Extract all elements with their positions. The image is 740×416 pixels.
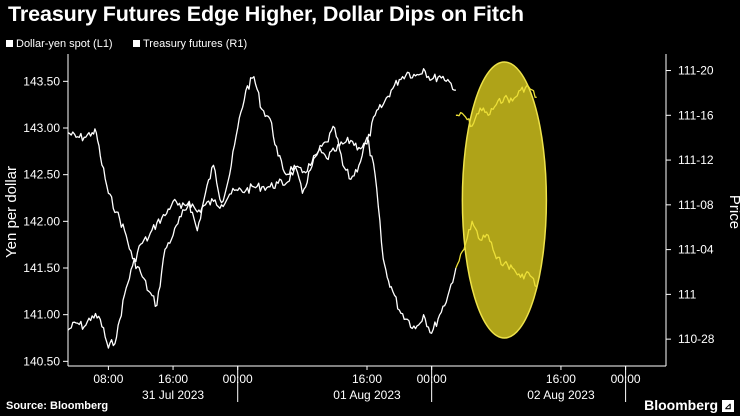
legend-label: Dollar-yen spot (L1)	[16, 38, 113, 50]
highlight-ellipse	[461, 61, 548, 339]
series-line-treasury-futures	[67, 68, 456, 349]
right-tick-label: 111-08	[678, 198, 714, 212]
right-tick-label: 111	[678, 287, 697, 301]
chart-title: Treasury Futures Edge Higher, Dollar Dip…	[8, 2, 524, 26]
left-axis-title: Yen per dollar	[3, 166, 20, 258]
bloomberg-icon: ⊿	[722, 400, 734, 412]
left-tick-label: 141.00	[23, 308, 60, 322]
x-date-label: 02 Aug 2023	[527, 388, 595, 402]
x-tick-label: 16:00	[158, 372, 188, 386]
right-tick-label: 111-04	[678, 243, 714, 257]
highlight-line-treasury-futures	[455, 84, 537, 128]
legend-swatch	[6, 40, 13, 47]
legend-label: Treasury futures (R1)	[143, 38, 248, 50]
right-axis-title: Price	[726, 195, 740, 229]
series-line-dollar-yen	[67, 76, 457, 334]
legend-swatch	[133, 40, 140, 47]
x-tick-label: 08:00	[93, 372, 123, 386]
x-tick-label: 16:00	[352, 372, 382, 386]
left-tick-label: 141.50	[23, 261, 60, 275]
left-tick-label: 142.50	[23, 168, 60, 182]
right-tick-label: 110-28	[678, 332, 715, 346]
left-tick-label: 142.00	[23, 214, 60, 228]
left-tick-label: 143.00	[23, 121, 60, 135]
left-tick-label: 140.50	[23, 354, 60, 368]
x-date-label: 01 Aug 2023	[333, 388, 401, 402]
legend-item-treasury-futures: Treasury futures (R1)	[133, 38, 247, 50]
right-tick-label: 111-16	[678, 108, 714, 122]
highlight-line-dollar-yen	[455, 220, 538, 288]
right-tick-label: 111-20	[678, 64, 714, 78]
x-date-label: 31 Jul 2023	[142, 388, 204, 402]
x-tick-label: 16:00	[546, 372, 576, 386]
legend-item-dollar-yen: Dollar-yen spot (L1)	[6, 38, 113, 50]
left-tick-label: 143.50	[23, 74, 60, 88]
right-tick-label: 111-12	[678, 153, 714, 167]
source-note: Source: Bloomberg	[6, 400, 109, 412]
brand-wordmark: Bloomberg	[644, 397, 718, 413]
